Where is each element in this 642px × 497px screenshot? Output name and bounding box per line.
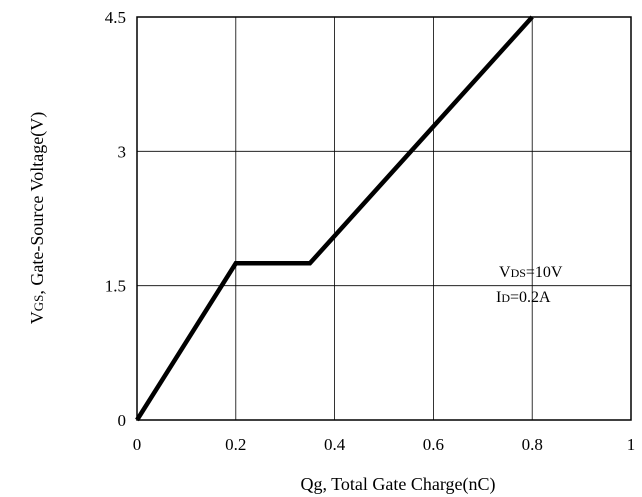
x-tick-labels: 0 0.2 0.4 0.6 0.8 1	[133, 435, 636, 454]
y-tick-labels: 0 1.5 3 4.5	[105, 8, 126, 430]
annotation-vds: VDS=10V	[499, 264, 563, 281]
y-tick-label: 1.5	[105, 277, 126, 296]
x-tick-label: 0	[133, 435, 142, 454]
y-axis-label: VGS, Gate-Source Voltage(V)	[27, 112, 48, 324]
y-tick-label: 0	[118, 411, 127, 430]
x-tick-label: 0.8	[522, 435, 543, 454]
plot-series	[135, 15, 534, 422]
y-tick-label: 3	[118, 142, 127, 161]
x-axis-label: Qg, Total Gate Charge(nC)	[300, 474, 495, 495]
annotation-id: ID=0.2A	[496, 289, 551, 306]
annotation-box: VDS=10V ID=0.2A	[496, 264, 563, 306]
plot-frame	[136, 16, 632, 421]
grid-lines	[136, 16, 632, 421]
y-tick-label: 4.5	[105, 8, 126, 27]
x-tick-label: 0.6	[423, 435, 444, 454]
x-tick-label: 1	[627, 435, 636, 454]
series-line-0	[135, 15, 534, 422]
x-tick-label: 0.4	[324, 435, 346, 454]
x-tick-label: 0.2	[225, 435, 246, 454]
